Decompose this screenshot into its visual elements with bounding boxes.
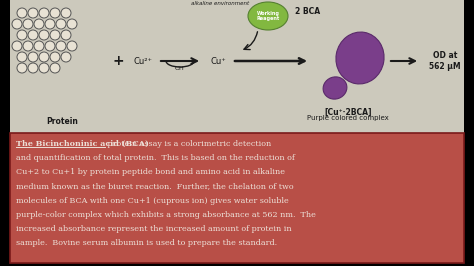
Circle shape	[28, 63, 38, 73]
Text: medium known as the biuret reaction.  Further, the chelation of two: medium known as the biuret reaction. Fur…	[16, 182, 293, 191]
Circle shape	[45, 19, 55, 29]
Circle shape	[23, 41, 33, 51]
Text: protein assay is a colorimetric detection: protein assay is a colorimetric detectio…	[105, 140, 271, 148]
Circle shape	[12, 41, 22, 51]
Ellipse shape	[336, 32, 384, 84]
Circle shape	[56, 19, 66, 29]
Text: OH: OH	[175, 66, 185, 71]
Circle shape	[28, 52, 38, 62]
Text: Cu⁺: Cu⁺	[210, 56, 226, 65]
Circle shape	[28, 30, 38, 40]
Text: sample.  Bovine serum albumin is used to prepare the standard.: sample. Bovine serum albumin is used to …	[16, 239, 277, 247]
Ellipse shape	[323, 77, 347, 99]
Text: alkaline environment: alkaline environment	[191, 1, 249, 6]
Circle shape	[23, 19, 33, 29]
Text: purple-color complex which exhibits a strong absorbance at 562 nm.  The: purple-color complex which exhibits a st…	[16, 211, 316, 219]
Circle shape	[67, 41, 77, 51]
Text: The Bicinchoninic acid (BCA): The Bicinchoninic acid (BCA)	[16, 140, 149, 148]
Text: molecules of BCA with one Cu+1 (cuprous ion) gives water soluble: molecules of BCA with one Cu+1 (cuprous …	[16, 197, 289, 205]
Circle shape	[17, 30, 27, 40]
Circle shape	[39, 30, 49, 40]
Circle shape	[34, 41, 44, 51]
Circle shape	[50, 63, 60, 73]
Text: and quantification of total protein.  This is based on the reduction of: and quantification of total protein. Thi…	[16, 154, 295, 162]
Circle shape	[39, 52, 49, 62]
Text: increased absorbance represent the increased amount of protein in: increased absorbance represent the incre…	[16, 225, 292, 233]
Circle shape	[61, 8, 71, 18]
Circle shape	[50, 30, 60, 40]
Text: [Cu⁺·2BCA]: [Cu⁺·2BCA]	[324, 108, 372, 117]
Circle shape	[39, 8, 49, 18]
FancyBboxPatch shape	[10, 0, 464, 133]
Circle shape	[67, 19, 77, 29]
Circle shape	[61, 30, 71, 40]
Circle shape	[50, 8, 60, 18]
Circle shape	[61, 52, 71, 62]
Text: Purple colored complex: Purple colored complex	[307, 115, 389, 121]
FancyBboxPatch shape	[10, 133, 464, 263]
Circle shape	[28, 8, 38, 18]
Text: +: +	[112, 54, 124, 68]
Text: Protein: Protein	[46, 117, 78, 126]
Circle shape	[17, 63, 27, 73]
Circle shape	[17, 52, 27, 62]
Circle shape	[45, 41, 55, 51]
Text: OD at
562 μM: OD at 562 μM	[429, 51, 461, 71]
Circle shape	[50, 52, 60, 62]
Text: 2 BCA: 2 BCA	[295, 6, 320, 15]
Circle shape	[34, 19, 44, 29]
Text: Cu²⁺: Cu²⁺	[134, 56, 153, 65]
Text: Working
Reagent: Working Reagent	[256, 11, 280, 21]
Circle shape	[12, 19, 22, 29]
Circle shape	[56, 41, 66, 51]
Ellipse shape	[248, 2, 288, 30]
Circle shape	[17, 8, 27, 18]
Circle shape	[39, 63, 49, 73]
Text: Cu+2 to Cu+1 by protein peptide bond and amino acid in alkaline: Cu+2 to Cu+1 by protein peptide bond and…	[16, 168, 285, 176]
